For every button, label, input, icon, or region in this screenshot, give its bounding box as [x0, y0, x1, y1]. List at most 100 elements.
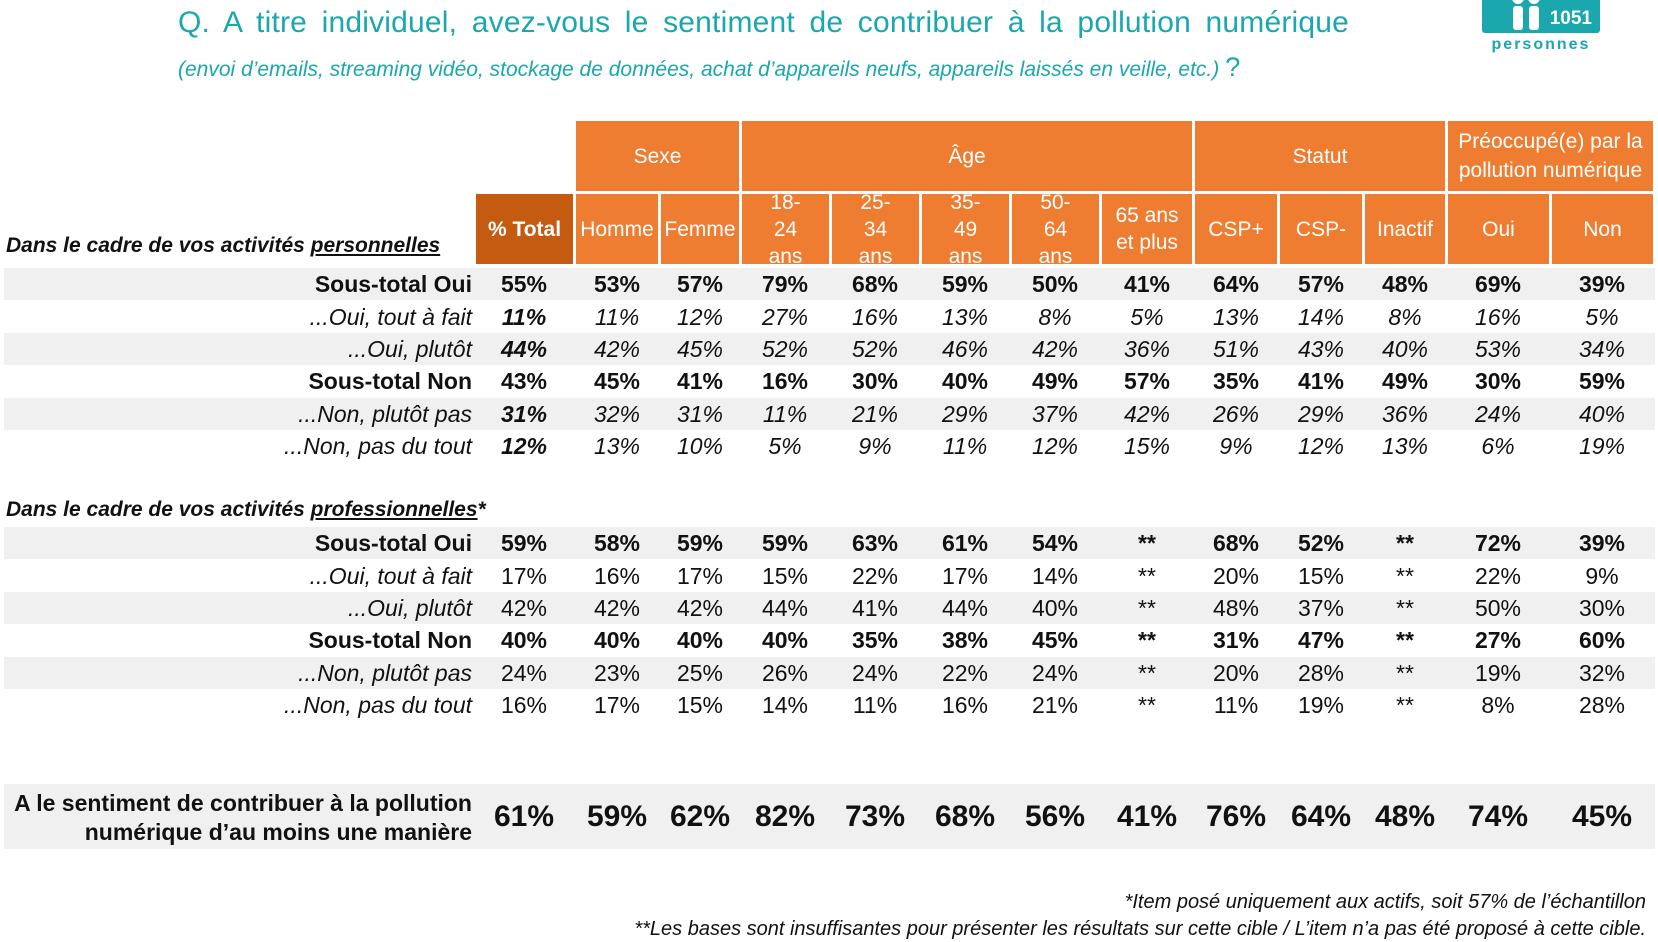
table-cell: 42%: [500, 595, 548, 621]
table-row: ...Non, plutôt pas 31% 32% 31% 11% 21% 29% 37% 4…: [4, 398, 1655, 430]
table-cell: **: [1138, 530, 1156, 556]
column-header-non: Non: [1552, 194, 1653, 264]
table-cell: 19%: [1474, 660, 1522, 686]
table-cell: 64%: [1212, 271, 1260, 297]
table-cell: 6%: [1481, 433, 1515, 459]
table-cell: 24%: [851, 660, 899, 686]
table-cell: 20%: [1212, 563, 1260, 589]
question-subtitle: (envoi d’emails, streaming vidéo, stocka…: [178, 52, 1240, 83]
row-label: ...Oui, tout à fait: [309, 304, 472, 330]
table-cell: 41%: [1297, 368, 1345, 394]
group-header-preoccupe: Préoccupé(e) par la pollution numérique: [1448, 121, 1653, 191]
table-cell: 24%: [1031, 660, 1079, 686]
table-cell: 57%: [1123, 368, 1171, 394]
summary-cell: 64%: [1290, 800, 1352, 833]
table-row: ...Non, plutôt pas 24% 23% 25% 26% 24% 22% 24% *…: [4, 657, 1655, 689]
row-label: ...Non, pas du tout: [284, 692, 472, 718]
summary-cell: 74%: [1467, 800, 1529, 833]
section-pro-suffix: *: [477, 498, 486, 521]
table-cell: 13%: [941, 304, 989, 330]
table-cell: 42%: [1031, 336, 1079, 362]
table-cell: 44%: [500, 336, 548, 362]
table-cell: 24%: [1474, 401, 1522, 427]
column-header-35-49: 35-49 ans: [922, 191, 1009, 268]
table-cell: **: [1138, 595, 1156, 621]
section-pro-underlined: professionnelles: [310, 498, 478, 521]
table-cell: 37%: [1297, 595, 1345, 621]
sample-badge: 1051 personnes: [1482, 0, 1600, 54]
table-cell: 15%: [676, 692, 724, 718]
sample-label: personnes: [1491, 36, 1591, 53]
table-cell: 31%: [1212, 627, 1260, 653]
table-cell: 32%: [593, 401, 641, 427]
table-cell: 11%: [942, 433, 988, 459]
row-label: ...Oui, plutôt: [347, 336, 472, 362]
table-cell: 12%: [676, 304, 724, 330]
table-cell: 11%: [594, 304, 640, 330]
table-cell: 68%: [851, 271, 899, 297]
table-cell: 11%: [852, 692, 898, 718]
column-header-total: % Total: [476, 194, 573, 264]
table-cell: 59%: [676, 530, 724, 556]
table-cell: 32%: [1578, 660, 1626, 686]
row-label: ...Non, plutôt pas: [298, 660, 472, 686]
table-cell: 31%: [676, 401, 724, 427]
table-cell: 52%: [1297, 530, 1345, 556]
table-cell: 11%: [1213, 692, 1259, 718]
table-cell: 69%: [1474, 271, 1522, 297]
summary-cell: 76%: [1205, 800, 1267, 833]
summary-row-label: A le sentiment de contribuer à la pollut…: [14, 789, 472, 847]
summary-label-line1: A le sentiment de contribuer à la pollut…: [14, 790, 472, 816]
table-cell: 30%: [1474, 368, 1522, 394]
group-header-sexe: Sexe: [576, 121, 739, 191]
sample-count: 1051: [1549, 8, 1592, 29]
table-cell: 44%: [941, 595, 989, 621]
table-cell: 15%: [761, 563, 809, 589]
table-cell: 17%: [500, 563, 548, 589]
table-cell: **: [1396, 530, 1414, 556]
table-row: ...Non, pas du tout 12% 13% 10% 5% 9% 11% 12% 15…: [4, 430, 1655, 462]
table-cell: 11%: [501, 304, 547, 330]
column-header-50-64: 50-64 ans: [1012, 191, 1099, 268]
table-cell: 47%: [1297, 627, 1345, 653]
table-cell: 27%: [1474, 627, 1522, 653]
table-cell: 41%: [1123, 271, 1171, 297]
row-label: Sous-total Non: [308, 627, 472, 653]
table-cell: 24%: [500, 660, 548, 686]
table-cell: 17%: [593, 692, 641, 718]
table-cell: 40%: [761, 627, 809, 653]
table-cell: 22%: [851, 563, 899, 589]
table-cell: 59%: [761, 530, 809, 556]
table-cell: 30%: [851, 368, 899, 394]
table-cell: 60%: [1578, 627, 1626, 653]
table-cell: 48%: [1381, 271, 1429, 297]
table-cell: 12%: [500, 433, 548, 459]
row-label: Sous-total Oui: [314, 271, 472, 297]
column-header-csp-minus: CSP-: [1280, 194, 1362, 264]
table-cell: 8%: [1038, 304, 1072, 330]
table-cell: **: [1138, 563, 1156, 589]
row-label: Sous-total Non: [308, 368, 472, 394]
footnote-2: **Les bases sont insuffisantes pour prés…: [634, 918, 1646, 940]
table-cell: 9%: [1585, 563, 1619, 589]
table-cell: 19%: [1578, 433, 1626, 459]
table-cell: 13%: [1212, 304, 1260, 330]
table-cell: 63%: [851, 530, 899, 556]
table-cell: 37%: [1031, 401, 1079, 427]
table-cell: 53%: [593, 271, 641, 297]
table-cell: 59%: [941, 271, 989, 297]
table-cell: 40%: [1031, 595, 1079, 621]
table-row: ...Oui, tout à fait 11% 11% 12% 27% 16% 13% 8% 5…: [4, 301, 1655, 333]
column-header-femme: Femme: [661, 194, 739, 264]
summary-cell: 68%: [934, 800, 996, 833]
table-cell: 20%: [1212, 660, 1260, 686]
question-title: Q. A titre individuel, avez-vous le sent…: [178, 6, 1350, 39]
summary-label-line2: numérique d’au moins une manière: [84, 819, 472, 845]
footnote-1: *Item posé uniquement aux actifs, soit 5…: [1124, 891, 1646, 913]
table-cell: 39%: [1578, 271, 1626, 297]
table-cell: 50%: [1474, 595, 1522, 621]
table-cell: 44%: [761, 595, 809, 621]
summary-cell: 41%: [1116, 800, 1178, 833]
table-cell: 14%: [1031, 563, 1079, 589]
table-cell: 51%: [1212, 336, 1260, 362]
